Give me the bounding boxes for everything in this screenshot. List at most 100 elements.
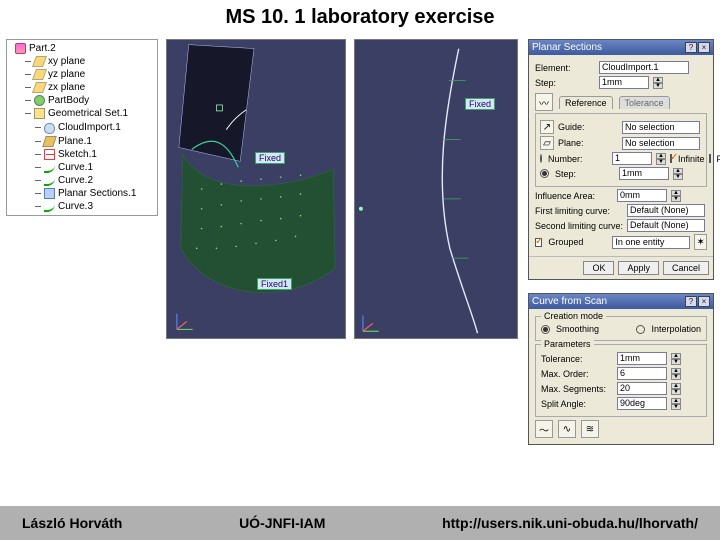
tree-item[interactable]: Planar Sections.1 <box>7 187 157 200</box>
spec-tree[interactable]: Part.2 xy plane yz plane zx plane PartBo… <box>6 39 158 216</box>
tool-icon-c[interactable]: ≋ <box>581 420 599 438</box>
tree-item[interactable]: Curve.2 <box>7 174 157 187</box>
curve-icon <box>44 162 55 173</box>
number-input[interactable]: 1 <box>612 152 652 165</box>
tool-icon-b[interactable]: ∿ <box>558 420 576 438</box>
interpolation-radio[interactable] <box>636 325 645 334</box>
split-angle-label: Split Angle: <box>541 399 613 409</box>
tree-label: yz plane <box>48 69 85 80</box>
viewport-left[interactable]: Fixed Fixed1 <box>166 39 346 339</box>
plane-mode-icon[interactable]: ▱ <box>540 136 554 150</box>
step-spinner[interactable]: ▲▼ <box>653 77 663 89</box>
grouped-checkbox[interactable] <box>535 238 542 247</box>
grouped-input[interactable]: In one entity <box>612 236 690 249</box>
tree-item[interactable]: zx plane <box>7 81 157 94</box>
influence-input[interactable]: 0mm <box>617 189 667 202</box>
tolerance-label: Tolerance: <box>541 354 613 364</box>
close-icon[interactable]: × <box>698 296 710 307</box>
step-input[interactable]: 1mm <box>599 76 649 89</box>
footer-url: http://users.nik.uni-obuda.hu/lhorvath/ <box>442 515 698 531</box>
parameters-title: Parameters <box>541 339 594 349</box>
mode-icon-a[interactable]: 〰 <box>535 93 553 111</box>
step2-label: Step: <box>555 169 615 179</box>
fixed-constraint-tag[interactable]: Fixed <box>465 98 495 110</box>
split-angle-spinner[interactable]: ▲▼ <box>671 398 681 410</box>
fixed-constraint-tag[interactable]: Fixed <box>255 152 285 164</box>
body-icon <box>34 95 45 106</box>
tree-label: Planar Sections.1 <box>58 188 136 199</box>
curve-icon <box>44 201 55 212</box>
step-radio[interactable] <box>540 169 549 178</box>
tree-dash <box>25 113 31 114</box>
tree-item[interactable]: Curve.1 <box>7 161 157 174</box>
smoothing-radio[interactable] <box>541 325 550 334</box>
tolerance-tab[interactable]: Tolerance <box>619 96 670 109</box>
step2-input[interactable]: 1mm <box>619 167 669 180</box>
plane-input[interactable]: No selection <box>622 137 700 150</box>
tree-dash <box>35 154 41 155</box>
number-spinner[interactable]: ▲▼ <box>656 153 666 165</box>
infinite-checkbox[interactable] <box>670 154 672 163</box>
guide-input[interactable]: No selection <box>622 121 700 134</box>
fixed1-constraint-tag[interactable]: Fixed1 <box>257 278 292 290</box>
plane-icon <box>32 82 47 93</box>
swap-icon[interactable]: ✶ <box>694 234 707 250</box>
dialog-titlebar[interactable]: Planar Sections ?× <box>529 40 713 55</box>
close-icon[interactable]: × <box>698 42 710 53</box>
tree-dash <box>35 127 41 128</box>
part-icon <box>15 43 26 54</box>
max-order-input[interactable]: 6 <box>617 367 667 380</box>
split-angle-input[interactable]: 90deg <box>617 397 667 410</box>
second-limit-input[interactable]: Default (None) <box>627 219 705 232</box>
infinite-label: Infinite <box>678 154 705 164</box>
tree-dash <box>35 141 41 142</box>
dialog-titlebar[interactable]: Curve from Scan ?× <box>529 294 713 309</box>
max-segments-input[interactable]: 20 <box>617 382 667 395</box>
step2-spinner[interactable]: ▲▼ <box>673 168 683 180</box>
interpolation-label: Interpolation <box>651 324 701 334</box>
help-icon[interactable]: ? <box>685 296 697 307</box>
step-label: Step: <box>535 78 595 88</box>
tree-label: PartBody <box>48 95 89 106</box>
tree-dash <box>25 100 31 101</box>
preview-checkbox[interactable] <box>709 154 711 163</box>
planar-section-icon <box>44 188 55 199</box>
tree-item[interactable]: xy plane <box>7 55 157 68</box>
tolerance-spinner[interactable]: ▲▼ <box>671 353 681 365</box>
curve-icon <box>44 175 55 186</box>
influence-spinner[interactable]: ▲▼ <box>671 190 681 202</box>
second-limit-label: Second limiting curve: <box>535 221 623 231</box>
ok-button[interactable]: OK <box>583 261 614 275</box>
grouped-label: Grouped <box>548 237 608 247</box>
tree-label: Plane.1 <box>58 136 92 147</box>
max-order-spinner[interactable]: ▲▼ <box>671 368 681 380</box>
tree-item[interactable]: CloudImport.1 <box>7 120 157 135</box>
guide-icon[interactable]: ↗ <box>540 120 554 134</box>
tree-item[interactable]: PartBody <box>7 94 157 107</box>
smoothing-label: Smoothing <box>556 324 599 334</box>
tree-label: Sketch.1 <box>58 149 97 160</box>
help-icon[interactable]: ? <box>685 42 697 53</box>
apply-button[interactable]: Apply <box>618 261 659 275</box>
viewport-right[interactable]: Fixed <box>354 39 518 339</box>
tolerance-input[interactable]: 1mm <box>617 352 667 365</box>
curve-from-scan-dialog: Curve from Scan ?× Creation mode Smoothi… <box>528 293 714 445</box>
max-segments-spinner[interactable]: ▲▼ <box>671 383 681 395</box>
tree-label: Curve.2 <box>58 175 93 186</box>
first-limit-input[interactable]: Default (None) <box>627 204 705 217</box>
footer-org: UÓ-JNFI-IAM <box>239 515 325 531</box>
tree-item[interactable]: Geometrical Set.1 <box>7 107 157 120</box>
tree-item[interactable]: Sketch.1 <box>7 148 157 161</box>
tool-icon-a[interactable]: 〜 <box>535 420 553 438</box>
tree-item[interactable]: yz plane <box>7 68 157 81</box>
number-radio[interactable] <box>540 154 542 163</box>
reference-tab[interactable]: Reference <box>559 96 613 109</box>
geoset-icon <box>34 108 45 119</box>
tree-item[interactable]: Plane.1 <box>7 135 157 148</box>
cancel-button[interactable]: Cancel <box>663 261 709 275</box>
element-input[interactable]: CloudImport.1 <box>599 61 689 74</box>
tree-root[interactable]: Part.2 <box>7 42 157 55</box>
tree-dash <box>25 87 31 88</box>
tree-dash <box>35 206 41 207</box>
tree-item[interactable]: Curve.3 <box>7 200 157 213</box>
